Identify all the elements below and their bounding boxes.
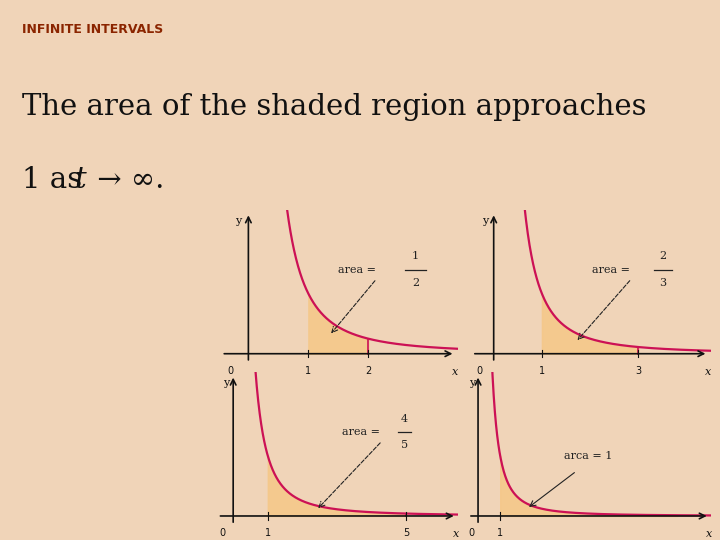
Text: area =: area = [342,427,384,437]
Text: area =: area = [338,265,379,275]
Text: 4: 4 [401,414,408,424]
Text: y: y [235,215,241,226]
Text: 5: 5 [403,528,410,538]
Text: 0: 0 [228,366,233,376]
Text: 2: 2 [365,366,372,376]
Text: The area of the shaded region approaches: The area of the shaded region approaches [22,93,646,121]
Text: y: y [469,378,475,388]
Text: 3: 3 [635,366,642,376]
Text: 1: 1 [539,366,545,376]
Text: t: t [74,166,86,194]
Text: y: y [222,378,229,388]
Text: INFINITE INTERVALS: INFINITE INTERVALS [22,23,163,36]
Text: x: x [705,367,711,377]
Text: 0: 0 [468,528,474,538]
Text: 1: 1 [497,528,503,538]
Text: 2: 2 [660,252,667,261]
Text: 1: 1 [412,252,419,261]
Text: area =: area = [593,265,634,275]
Text: 1: 1 [305,366,312,376]
Text: x: x [706,529,713,539]
Text: 0: 0 [220,528,226,538]
Text: arca = 1: arca = 1 [564,451,612,461]
Text: 2: 2 [412,278,419,288]
Text: 3: 3 [660,278,667,288]
Text: 0: 0 [476,366,482,376]
Text: 5: 5 [401,440,408,450]
Text: x: x [452,367,459,377]
Text: 1: 1 [265,528,271,538]
Text: 1 as: 1 as [22,166,91,194]
Text: → ∞.: → ∞. [88,166,164,194]
Text: x: x [454,529,459,539]
Text: y: y [482,215,488,226]
